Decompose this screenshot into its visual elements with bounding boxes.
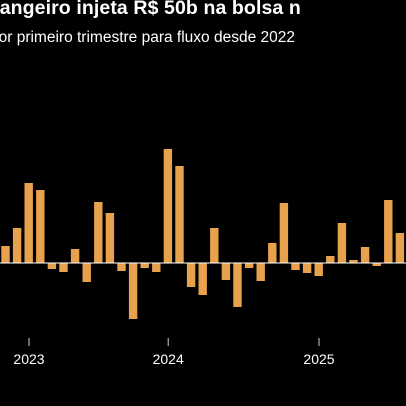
bar-6 [70, 249, 80, 263]
bars-group [1, 149, 405, 319]
bar-15 [175, 166, 184, 263]
bar-30 [349, 260, 358, 263]
x-ticks-group: 2023 2024 2025 [13, 338, 335, 367]
bar-1 [12, 228, 22, 263]
bar-13 [152, 263, 161, 272]
chart-title: rangeiro injeta R$ 50b na bolsa n [0, 0, 301, 19]
bar-4 [47, 263, 57, 269]
bar-31 [360, 247, 370, 263]
bar-8 [94, 202, 103, 263]
bar-11 [128, 263, 138, 319]
bar-17 [198, 263, 207, 295]
bar-9 [105, 213, 115, 263]
bar-16 [186, 263, 196, 287]
bar-34 [395, 233, 405, 263]
bar-3 [36, 190, 45, 263]
chart-subtitle: nor primeiro trimestre para fluxo desde … [0, 29, 295, 46]
bar-32 [372, 263, 381, 266]
bar-20 [233, 263, 242, 307]
x-tick-label-2024: 2024 [153, 351, 184, 367]
bar-5 [59, 263, 68, 272]
bar-28 [326, 256, 335, 263]
bar-10 [117, 263, 126, 271]
bar-21 [244, 263, 254, 268]
bar-19 [221, 263, 231, 280]
bar-14 [163, 149, 173, 263]
bar-22 [256, 263, 265, 281]
x-tick-label-2023: 2023 [13, 351, 44, 367]
bar-7 [82, 263, 91, 282]
x-tick-label-2025: 2025 [303, 351, 334, 367]
bar-25 [291, 263, 300, 270]
bar-26 [302, 263, 312, 273]
bar-24 [279, 203, 289, 263]
bar-33 [384, 200, 393, 263]
bar-2 [24, 183, 33, 263]
bar-12 [140, 263, 149, 268]
bar-29 [337, 223, 347, 263]
bar-18 [210, 228, 219, 263]
bar-23 [268, 243, 277, 263]
bar-0 [1, 246, 10, 263]
bar-27 [314, 263, 323, 276]
